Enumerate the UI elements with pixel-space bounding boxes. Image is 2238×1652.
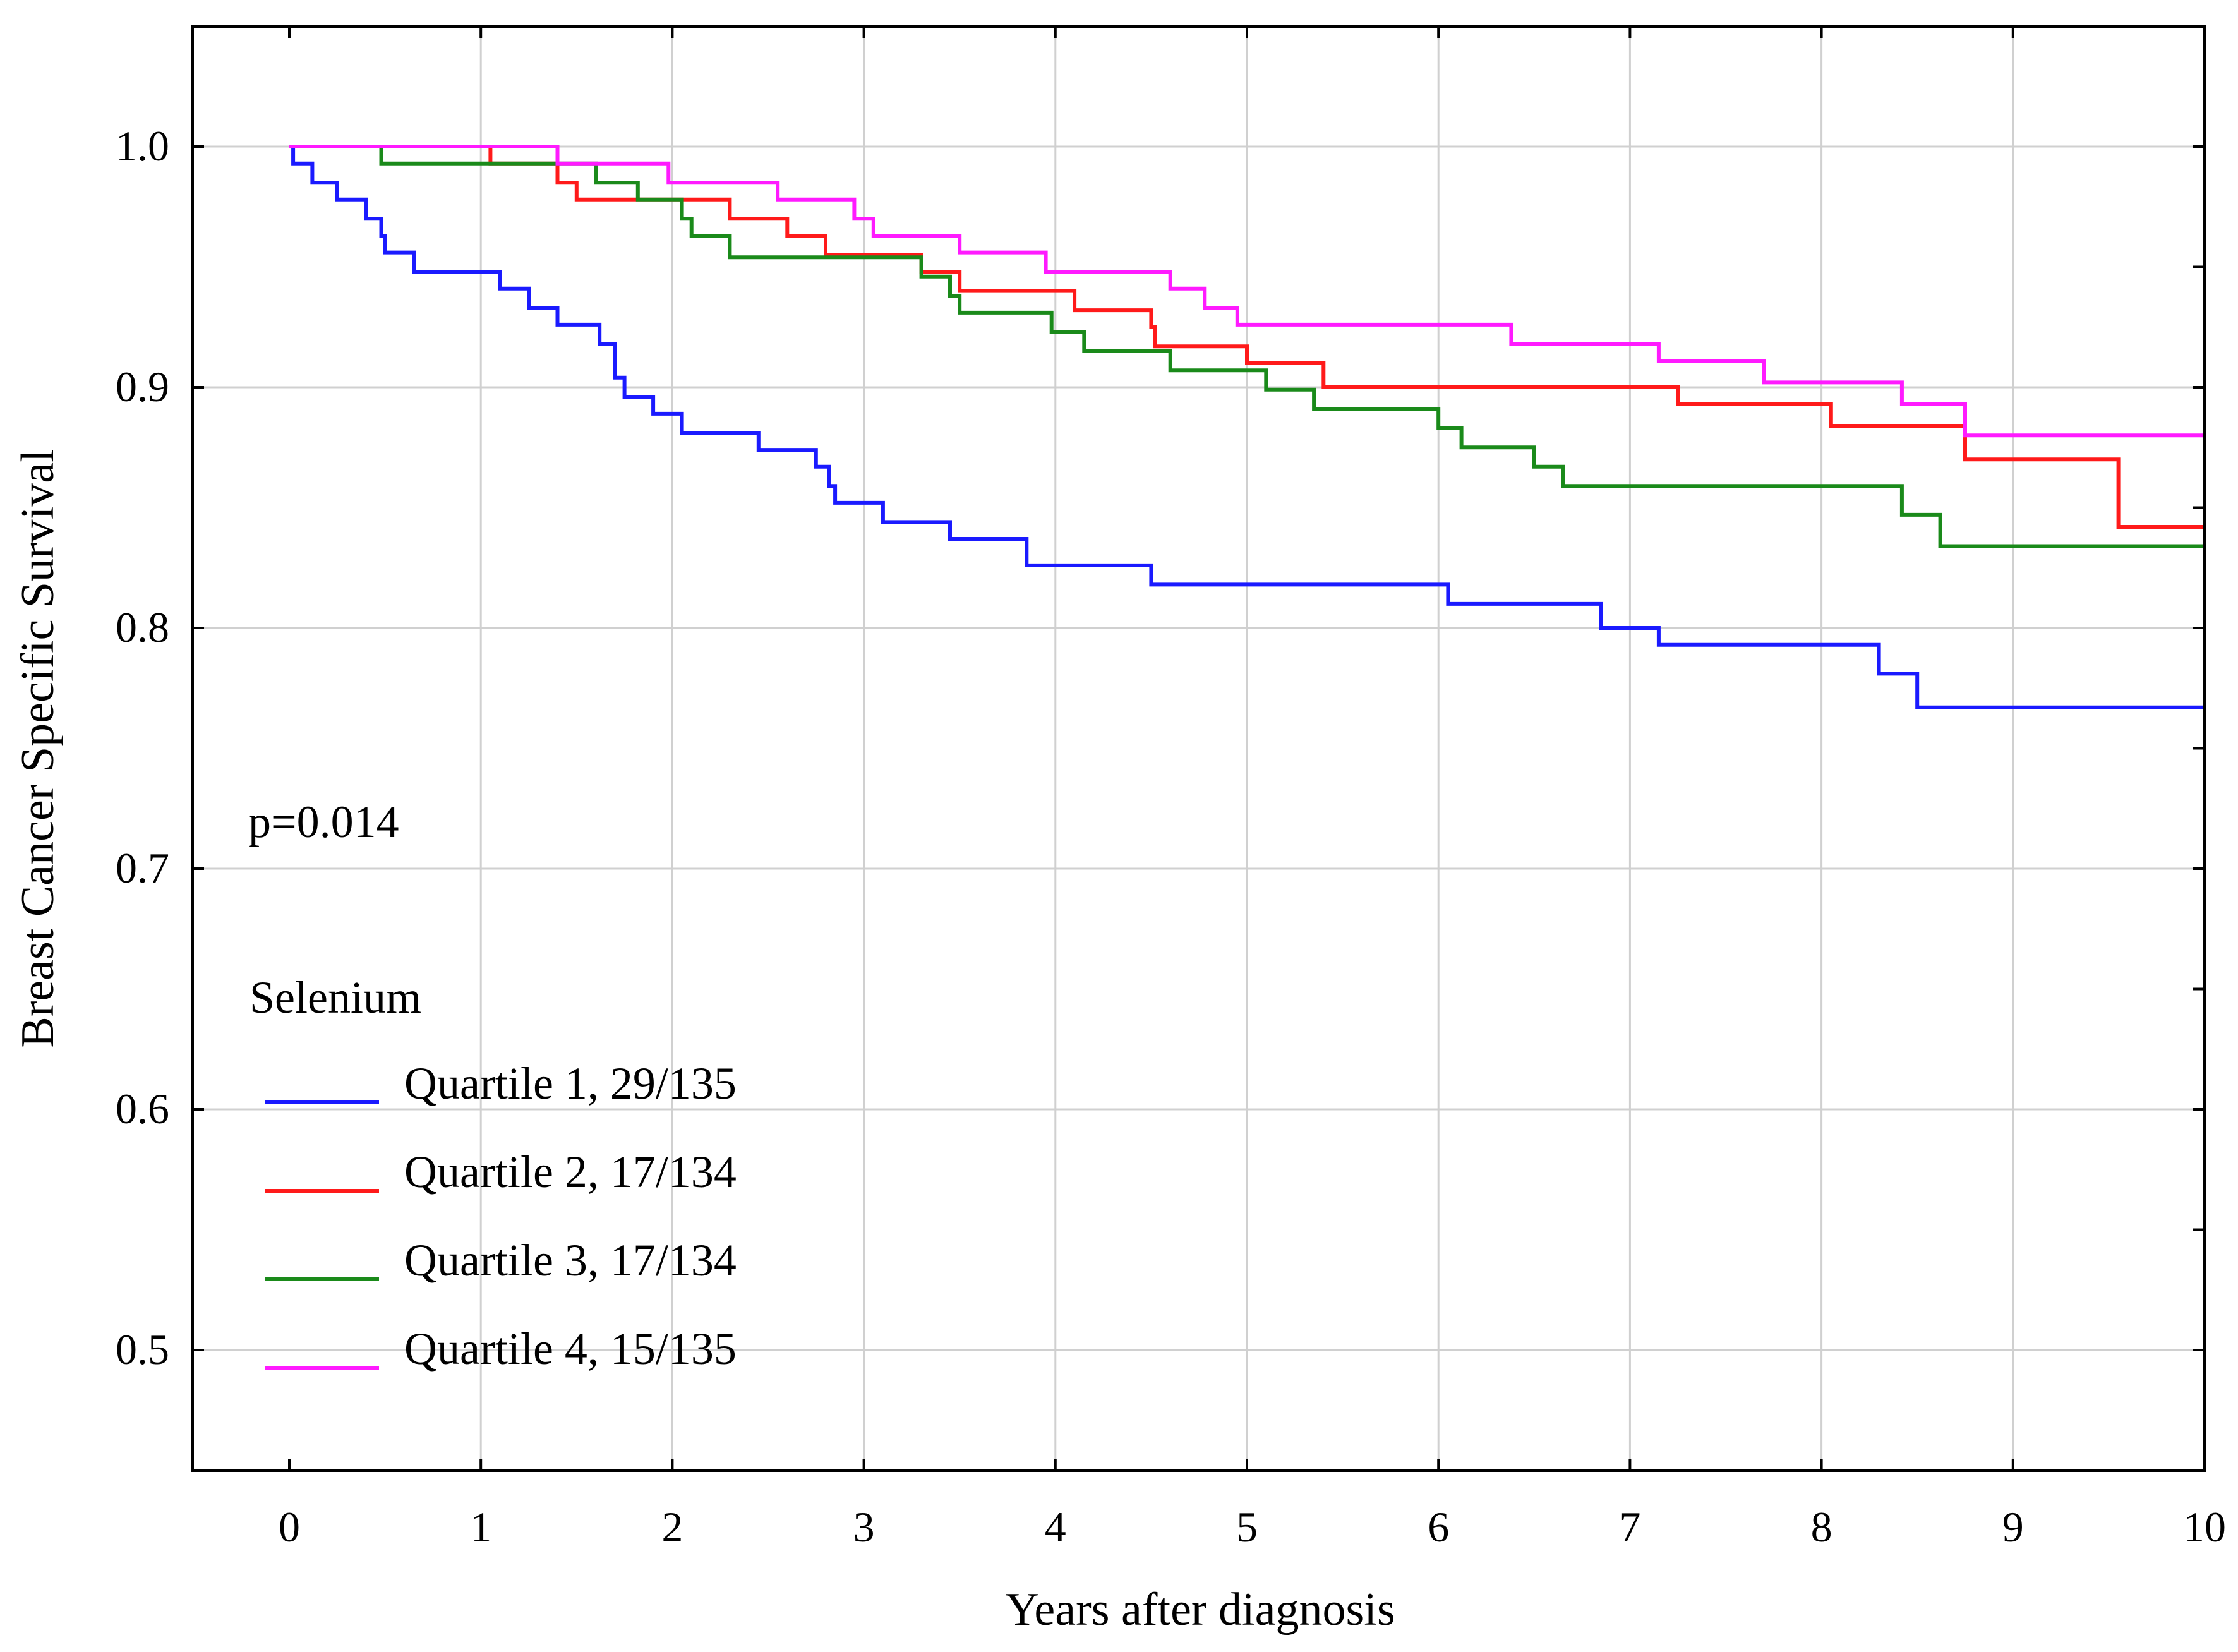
series-line-quartile-1 (289, 145, 2205, 709)
legend-label: Quartile 4, 15/135 (404, 1323, 737, 1374)
x-tick-label: 9 (2002, 1503, 2024, 1551)
x-tick-labels: 0 1 2 3 4 5 6 7 8 9 10 (279, 1503, 2226, 1551)
legend-label: Quartile 3, 17/134 (404, 1235, 737, 1286)
x-tick-label: 5 (1236, 1503, 1258, 1551)
y-tick-label: 0.6 (116, 1085, 169, 1133)
x-tick-label: 7 (1619, 1503, 1640, 1551)
y-axis-label: Breast Cancer Specific Survival (12, 449, 64, 1047)
legend-title: Selenium (250, 972, 421, 1023)
x-tick-label: 8 (1811, 1503, 1832, 1551)
series-line-quartile-3 (289, 145, 2205, 548)
y-tick-label: 0.5 (116, 1325, 169, 1373)
x-tick-label: 1 (470, 1503, 491, 1551)
axis-ticks (193, 27, 2206, 1471)
gridlines (193, 27, 2205, 1471)
x-tick-label: 2 (661, 1503, 683, 1551)
p-value-annotation: p=0.014 (248, 797, 399, 847)
x-axis-label: Years after diagnosis (1005, 1584, 1395, 1636)
legend-label: Quartile 1, 29/135 (404, 1058, 737, 1109)
legend-label: Quartile 2, 17/134 (404, 1147, 737, 1197)
y-tick-label: 0.7 (116, 844, 169, 892)
y-tick-label: 1.0 (116, 122, 169, 170)
legend: Quartile 1, 29/135 Quartile 2, 17/134 Quar… (265, 1058, 737, 1374)
y-tick-label: 0.8 (116, 603, 169, 651)
series-line-quartile-4 (289, 145, 2205, 438)
x-tick-label: 0 (279, 1503, 300, 1551)
x-tick-label: 3 (853, 1503, 875, 1551)
y-tick-labels: 0.5 0.6 0.7 0.8 0.9 1.0 (116, 122, 169, 1373)
x-tick-label: 6 (1428, 1503, 1449, 1551)
series-lines (289, 145, 2205, 709)
x-tick-label: 4 (1045, 1503, 1066, 1551)
x-tick-label: 10 (2183, 1503, 2226, 1551)
series-line-quartile-2 (289, 145, 2205, 529)
y-tick-label: 0.9 (116, 363, 169, 411)
